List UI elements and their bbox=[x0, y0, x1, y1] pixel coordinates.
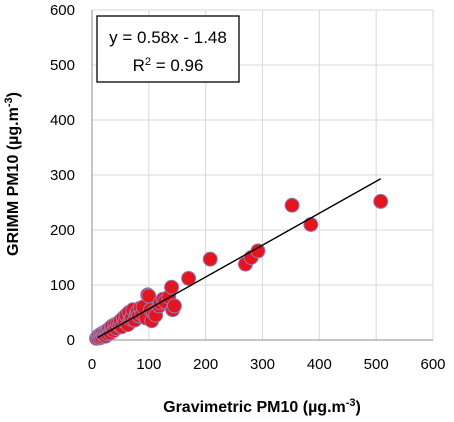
trendline-group bbox=[97, 178, 382, 339]
x-tick-label-1: 100 bbox=[136, 356, 161, 373]
x-tick-labels: 0 100 200 300 400 500 600 bbox=[88, 356, 446, 373]
y-axis-title: GRIMM PM10 (µg.m-3) bbox=[3, 92, 22, 256]
x-axis-title: Gravimetric PM10 (µg.m-3) bbox=[163, 397, 361, 416]
data-point-55 bbox=[202, 251, 218, 267]
data-point-54 bbox=[181, 270, 197, 286]
trendline bbox=[97, 178, 382, 339]
data-point-51 bbox=[164, 279, 180, 295]
equation-box-border bbox=[96, 15, 240, 83]
equation-text: y = 0.58x - 1.48 bbox=[109, 28, 227, 47]
data-point-59 bbox=[284, 197, 300, 213]
x-tick-label-3: 300 bbox=[250, 356, 275, 373]
grid bbox=[91, 9, 434, 341]
equation-box: y = 0.58x - 1.48 R2 = 0.96 bbox=[96, 15, 240, 83]
data-point-60 bbox=[303, 217, 319, 232]
y-tick-label-1: 100 bbox=[50, 277, 75, 294]
r-squared-text: R2 = 0.96 bbox=[133, 56, 204, 75]
data-points bbox=[89, 193, 389, 346]
y-tick-label-5: 500 bbox=[50, 57, 75, 74]
x-tick-label-0: 0 bbox=[88, 356, 96, 373]
y-tick-label-4: 400 bbox=[50, 112, 75, 129]
y-tick-labels: 0 100 200 300 400 500 600 bbox=[50, 2, 75, 349]
y-tick-label-6: 600 bbox=[50, 2, 75, 19]
x-tick-label-4: 400 bbox=[307, 356, 332, 373]
data-point-53 bbox=[166, 298, 182, 314]
axes bbox=[91, 10, 433, 341]
x-tick-label-2: 200 bbox=[193, 356, 218, 373]
y-tick-label-2: 200 bbox=[50, 222, 75, 239]
data-point-61 bbox=[373, 193, 389, 209]
y-tick-label-3: 300 bbox=[50, 167, 75, 184]
x-tick-label-6: 600 bbox=[420, 356, 445, 373]
y-tick-label-0: 0 bbox=[67, 332, 75, 349]
x-tick-label-5: 500 bbox=[364, 356, 389, 373]
